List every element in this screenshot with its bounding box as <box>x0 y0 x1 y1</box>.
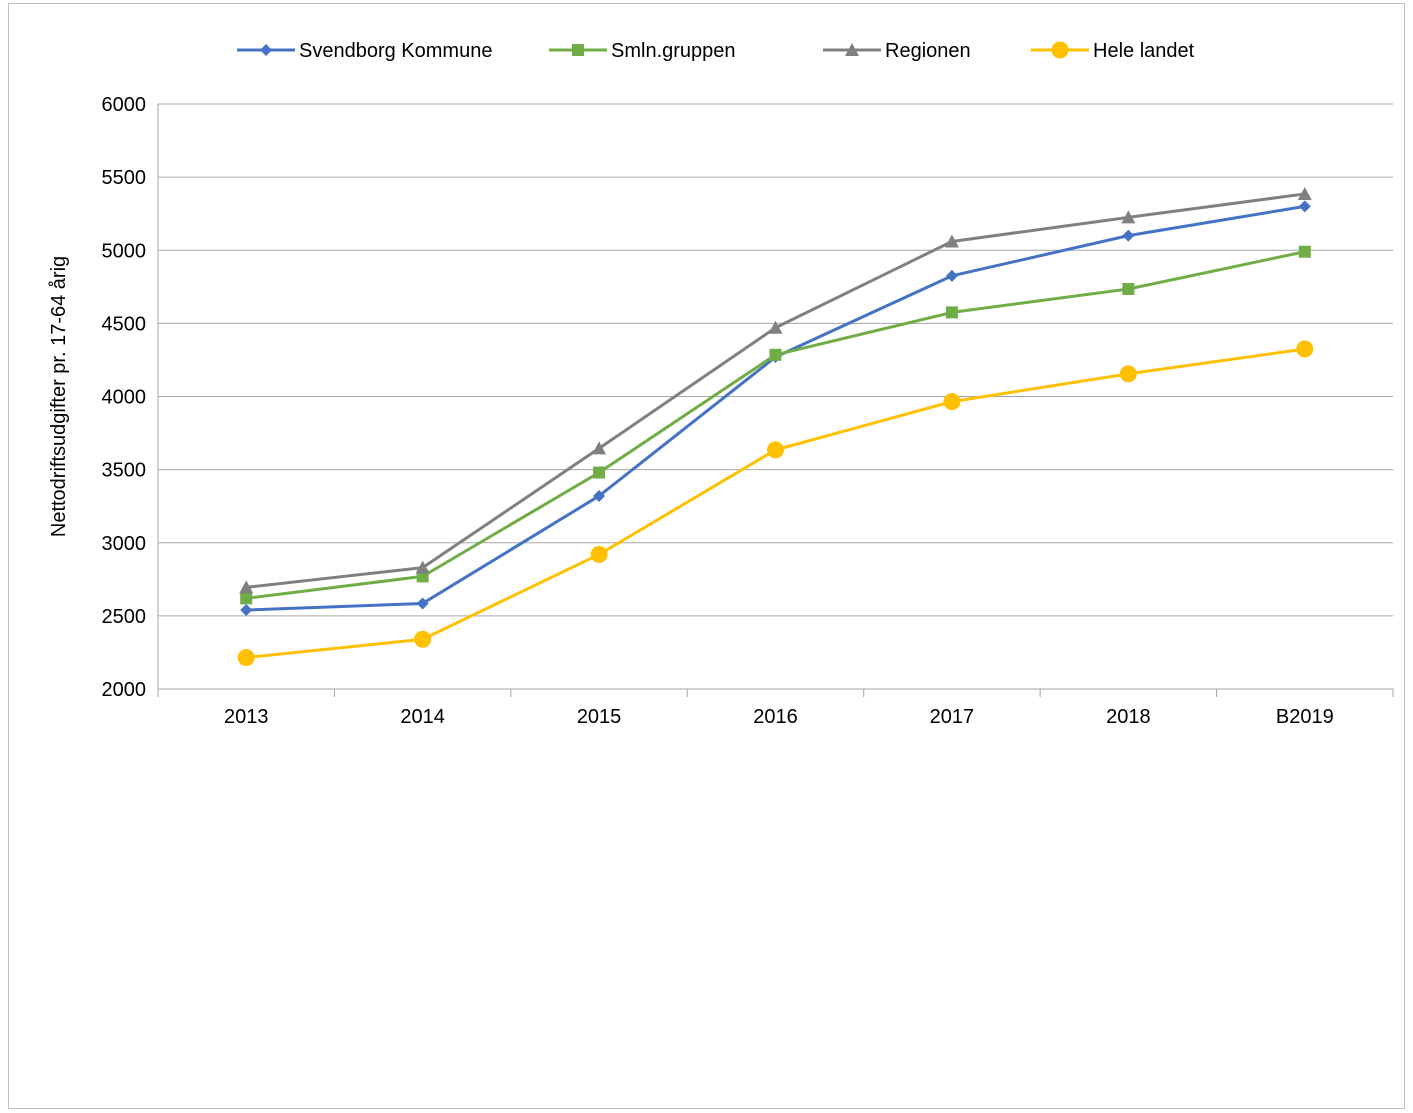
y-tick-label: 4000 <box>102 387 147 409</box>
series-1 <box>240 245 1311 605</box>
series-line <box>246 192 1305 589</box>
data-point-square <box>945 306 958 319</box>
data-point-square <box>769 348 782 361</box>
data-point-diamond <box>593 489 606 502</box>
x-tick-label: B2019 <box>1276 706 1334 728</box>
x-tick-label: 2014 <box>400 706 445 728</box>
y-tick-label: 3500 <box>102 460 147 482</box>
series-0 <box>240 200 1311 617</box>
legend-item: Smln.gruppen <box>549 40 736 62</box>
y-tick-label: 3000 <box>102 533 147 555</box>
legend-label: Svendborg Kommune <box>299 40 492 62</box>
data-point-circle <box>590 545 608 563</box>
data-point-diamond <box>1298 200 1311 213</box>
x-tick-label: 2018 <box>1106 706 1151 728</box>
data-point-circle <box>237 649 255 667</box>
data-point-square <box>593 466 606 479</box>
series-line <box>246 204 1306 612</box>
x-tick-label: 2015 <box>577 706 622 728</box>
x-tick-label: 2016 <box>753 706 798 728</box>
data-point-triangle <box>415 560 430 574</box>
legend-label: Smln.gruppen <box>611 40 736 62</box>
data-point-triangle <box>239 580 254 594</box>
y-tick-label: 5000 <box>102 240 147 262</box>
data-point-triangle <box>592 441 607 455</box>
x-tick-label: 2017 <box>930 706 975 728</box>
legend-label: Regionen <box>885 40 971 62</box>
data-point-square <box>240 592 253 605</box>
series-group <box>237 186 1314 667</box>
data-point-square <box>1122 283 1135 296</box>
chart-frame: 2000 2500 3000 3500 4000 4500 5000 5500 6000 2013… <box>8 3 1405 1109</box>
data-point-square <box>1298 245 1311 258</box>
legend-item: Regionen <box>823 40 971 62</box>
data-point-diamond <box>945 269 958 282</box>
legend-marker-triangle <box>845 43 859 56</box>
y-tick-label: 6000 <box>102 94 147 116</box>
axes: 2000 2500 3000 3500 4000 4500 5000 5500 6000 2013… <box>102 94 1394 728</box>
legend-marker-square <box>572 44 584 56</box>
data-point-triangle <box>1121 210 1136 224</box>
data-point-diamond <box>240 604 253 617</box>
data-point-circle <box>414 630 432 648</box>
data-point-circle <box>1296 340 1314 358</box>
series-line <box>246 250 1306 600</box>
series-line <box>246 347 1305 660</box>
y-tick-label: 4500 <box>102 313 147 335</box>
data-point-diamond <box>1122 229 1135 242</box>
data-point-triangle <box>768 320 783 334</box>
series-2 <box>239 186 1312 594</box>
data-point-triangle <box>1297 186 1312 200</box>
y-tick-label: 2000 <box>102 679 147 701</box>
legend-label: Hele landet <box>1093 40 1195 62</box>
legend-item: Svendborg Kommune <box>237 40 492 62</box>
data-point-circle <box>1119 365 1137 383</box>
legend: Svendborg Kommune Smln.gruppen Regionen Hel… <box>237 40 1195 62</box>
legend-marker-diamond <box>260 44 272 56</box>
data-point-circle <box>943 393 961 411</box>
y-axis-label: Nettodriftsudgifter pr. 17-64 årig <box>48 256 70 537</box>
legend-item: Hele landet <box>1031 40 1195 62</box>
data-point-circle <box>767 441 784 459</box>
data-point-diamond <box>416 597 429 610</box>
x-tick-label: 2013 <box>224 706 269 728</box>
y-tick-label: 5500 <box>102 167 147 189</box>
series-3 <box>237 340 1314 667</box>
line-chart: 2000 2500 3000 3500 4000 4500 5000 5500 6000 2013… <box>48 40 1394 728</box>
data-point-triangle <box>944 234 959 248</box>
legend-marker-circle <box>1051 41 1069 59</box>
y-tick-label: 2500 <box>102 606 147 628</box>
